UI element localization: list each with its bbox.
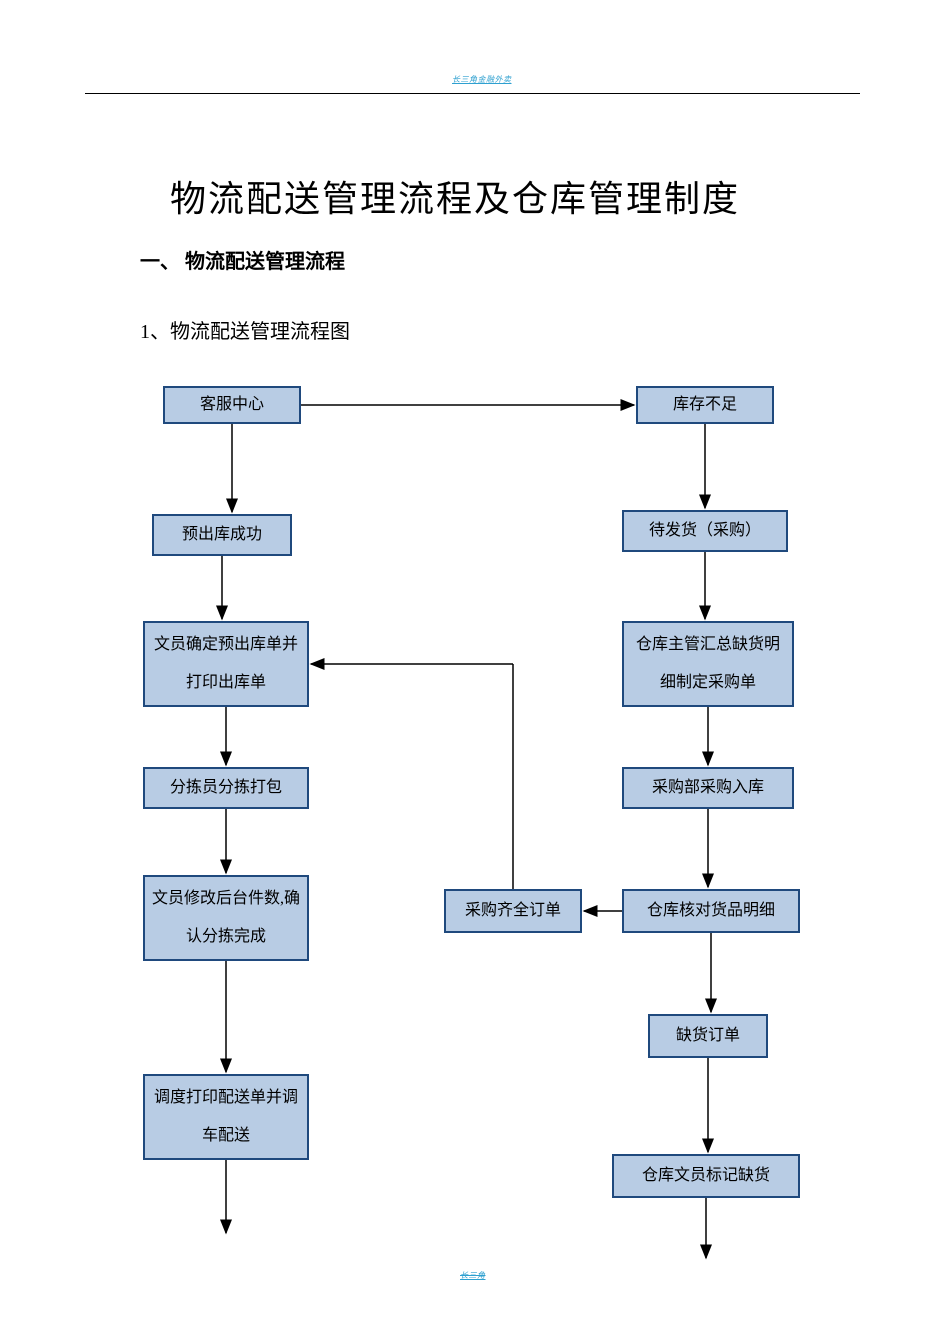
flowchart-node: 文员确定预出库单并打印出库单	[143, 621, 309, 707]
flowchart-node: 仓库主管汇总缺货明细制定采购单	[622, 621, 794, 707]
flowchart-node: 仓库文员标记缺货	[612, 1154, 800, 1198]
flowchart-node: 调度打印配送单并调车配送	[143, 1074, 309, 1160]
header-watermark: 长三角金融外卖	[452, 74, 512, 85]
header-divider	[85, 93, 860, 94]
footer-watermark: 长三角	[460, 1270, 486, 1281]
flowchart-node: 分拣员分拣打包	[143, 767, 309, 809]
flowchart-node: 文员修改后台件数,确认分拣完成	[143, 875, 309, 961]
flowchart-node: 预出库成功	[152, 514, 292, 556]
flowchart-node: 采购齐全订单	[444, 889, 582, 933]
flowchart-node: 待发货（采购）	[622, 510, 788, 552]
flowchart-node: 库存不足	[636, 386, 774, 424]
section-heading-1: 一、 物流配送管理流程	[140, 245, 345, 274]
flowchart-node: 仓库核对货品明细	[622, 889, 800, 933]
subsection-heading-1: 1、物流配送管理流程图	[140, 315, 350, 344]
flowchart-node: 客服中心	[163, 386, 301, 424]
document-title: 物流配送管理流程及仓库管理制度	[170, 170, 740, 222]
flowchart-node: 采购部采购入库	[622, 767, 794, 809]
flowchart-node: 缺货订单	[648, 1014, 768, 1058]
